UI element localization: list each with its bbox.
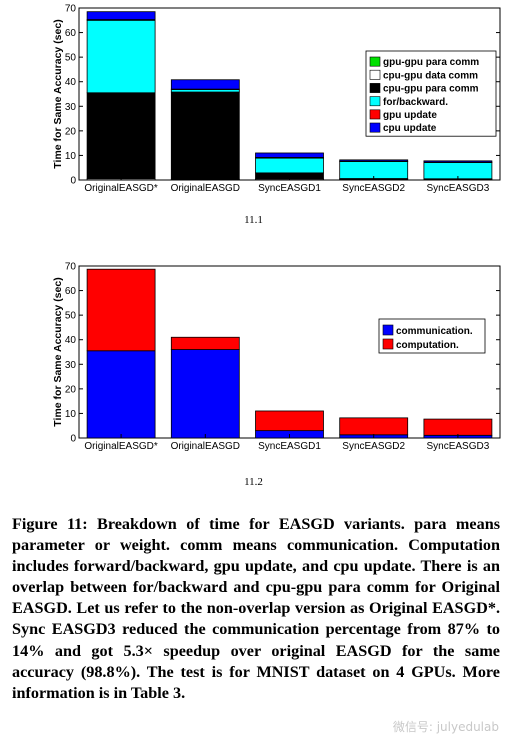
bar-segment-computation-synceasgd2 bbox=[339, 417, 409, 436]
legend-swatch-cpu-gpu-data-comm bbox=[369, 69, 381, 80]
legend-label-computation: computation. bbox=[396, 340, 459, 351]
x-tick-label: OriginalEASGD* bbox=[84, 183, 157, 194]
y-tick-label: 70 bbox=[65, 262, 77, 273]
bar-segment-cpu-update-synceasgd1 bbox=[255, 152, 324, 158]
y-tick-label: 30 bbox=[65, 102, 77, 113]
legend-label-communication: communication. bbox=[396, 326, 473, 337]
y-tick-label: 60 bbox=[65, 286, 77, 297]
legend-swatch-cpu-gpu-para-comm bbox=[369, 83, 381, 93]
legend-label-gpu-gpu-para-comm: gpu-gpu para comm bbox=[383, 57, 479, 68]
subfigure-label-11-1: 11.1 bbox=[244, 214, 263, 226]
x-tick-label: SyncEASGD3 bbox=[426, 441, 489, 452]
bar-segment-cpu-gpu-para-comm-originaleasgd bbox=[170, 91, 240, 180]
x-tick-label: SyncEASGD1 bbox=[258, 441, 321, 452]
bar-segment-for-backward-originaleasgd bbox=[86, 19, 156, 94]
y-tick-label: 40 bbox=[65, 335, 77, 346]
legend-label-cpu-gpu-data-comm: cpu-gpu data comm bbox=[383, 70, 478, 81]
y-tick-label: 10 bbox=[65, 409, 77, 420]
legend-swatch-for-backward bbox=[369, 96, 381, 107]
bar-segment-computation-synceasgd3 bbox=[423, 418, 493, 436]
y-tick-label: 0 bbox=[70, 434, 76, 445]
legend-swatch-gpu-update bbox=[369, 109, 381, 120]
y-tick-label: 50 bbox=[65, 53, 77, 64]
bar-segment-communication-originaleasgd bbox=[86, 350, 156, 439]
subfigure-label-11-2: 11.2 bbox=[244, 476, 263, 488]
y-tick-label: 10 bbox=[65, 151, 77, 162]
bar-segment-cpu-update-synceasgd2 bbox=[339, 159, 409, 162]
legend-swatch-cpu-update bbox=[369, 122, 381, 133]
bar-segment-computation-synceasgd1 bbox=[255, 410, 324, 432]
legend-label-for-backward: for/backward. bbox=[383, 97, 448, 108]
y-tick-label: 70 bbox=[65, 4, 77, 15]
bar-segment-computation-originaleasgd bbox=[170, 336, 240, 350]
x-tick-label: OriginalEASGD bbox=[171, 183, 240, 194]
y-tick-label: 20 bbox=[65, 126, 77, 137]
bar-segment-cpu-update-originaleasgd bbox=[86, 11, 156, 20]
figure-caption: Figure 11: Breakdown of time for EASGD v… bbox=[12, 515, 500, 702]
y-tick-label: 0 bbox=[70, 176, 76, 187]
x-tick-label: SyncEASGD2 bbox=[342, 441, 405, 452]
x-tick-label: OriginalEASGD bbox=[171, 441, 240, 452]
legend-swatch-computation bbox=[382, 338, 394, 350]
legend-label-cpu-gpu-para-comm: cpu-gpu para comm bbox=[383, 84, 479, 95]
x-tick-label: SyncEASGD2 bbox=[342, 183, 405, 194]
y-tick-label: 30 bbox=[65, 360, 77, 371]
x-tick-label: SyncEASGD3 bbox=[426, 183, 489, 194]
y-tick-label: 60 bbox=[65, 28, 77, 39]
y-tick-label: 40 bbox=[65, 77, 77, 88]
y-tick-label: 20 bbox=[65, 384, 77, 395]
legend-swatch-communication bbox=[382, 324, 394, 336]
bar-segment-communication-originaleasgd bbox=[170, 349, 240, 439]
legend-swatch-gpu-gpu-para-comm bbox=[369, 56, 381, 67]
bar-segment-cpu-gpu-para-comm-originaleasgd bbox=[86, 92, 156, 180]
legend-label-gpu-update: gpu update bbox=[383, 110, 437, 121]
bar-segment-for-backward-synceasgd1 bbox=[255, 157, 324, 174]
watermark: 微信号: julyedulab bbox=[392, 720, 499, 734]
x-tick-label: SyncEASGD1 bbox=[258, 183, 321, 194]
bar-segment-cpu-update-synceasgd3 bbox=[423, 160, 493, 163]
bar-segment-cpu-update-originaleasgd bbox=[170, 79, 240, 90]
x-tick-label: OriginalEASGD* bbox=[84, 441, 157, 452]
y-axis-label: Time for Same Accuracy (sec) bbox=[52, 19, 64, 168]
y-tick-label: 50 bbox=[65, 311, 77, 322]
legend-box bbox=[365, 50, 497, 137]
bar-segment-computation-originaleasgd bbox=[86, 268, 156, 352]
y-axis-label: Time for Same Accuracy (sec) bbox=[52, 277, 64, 426]
legend-box bbox=[378, 318, 486, 354]
legend-label-cpu-update: cpu update bbox=[383, 123, 437, 134]
bar-segment-for-backward-synceasgd2 bbox=[339, 161, 409, 179]
